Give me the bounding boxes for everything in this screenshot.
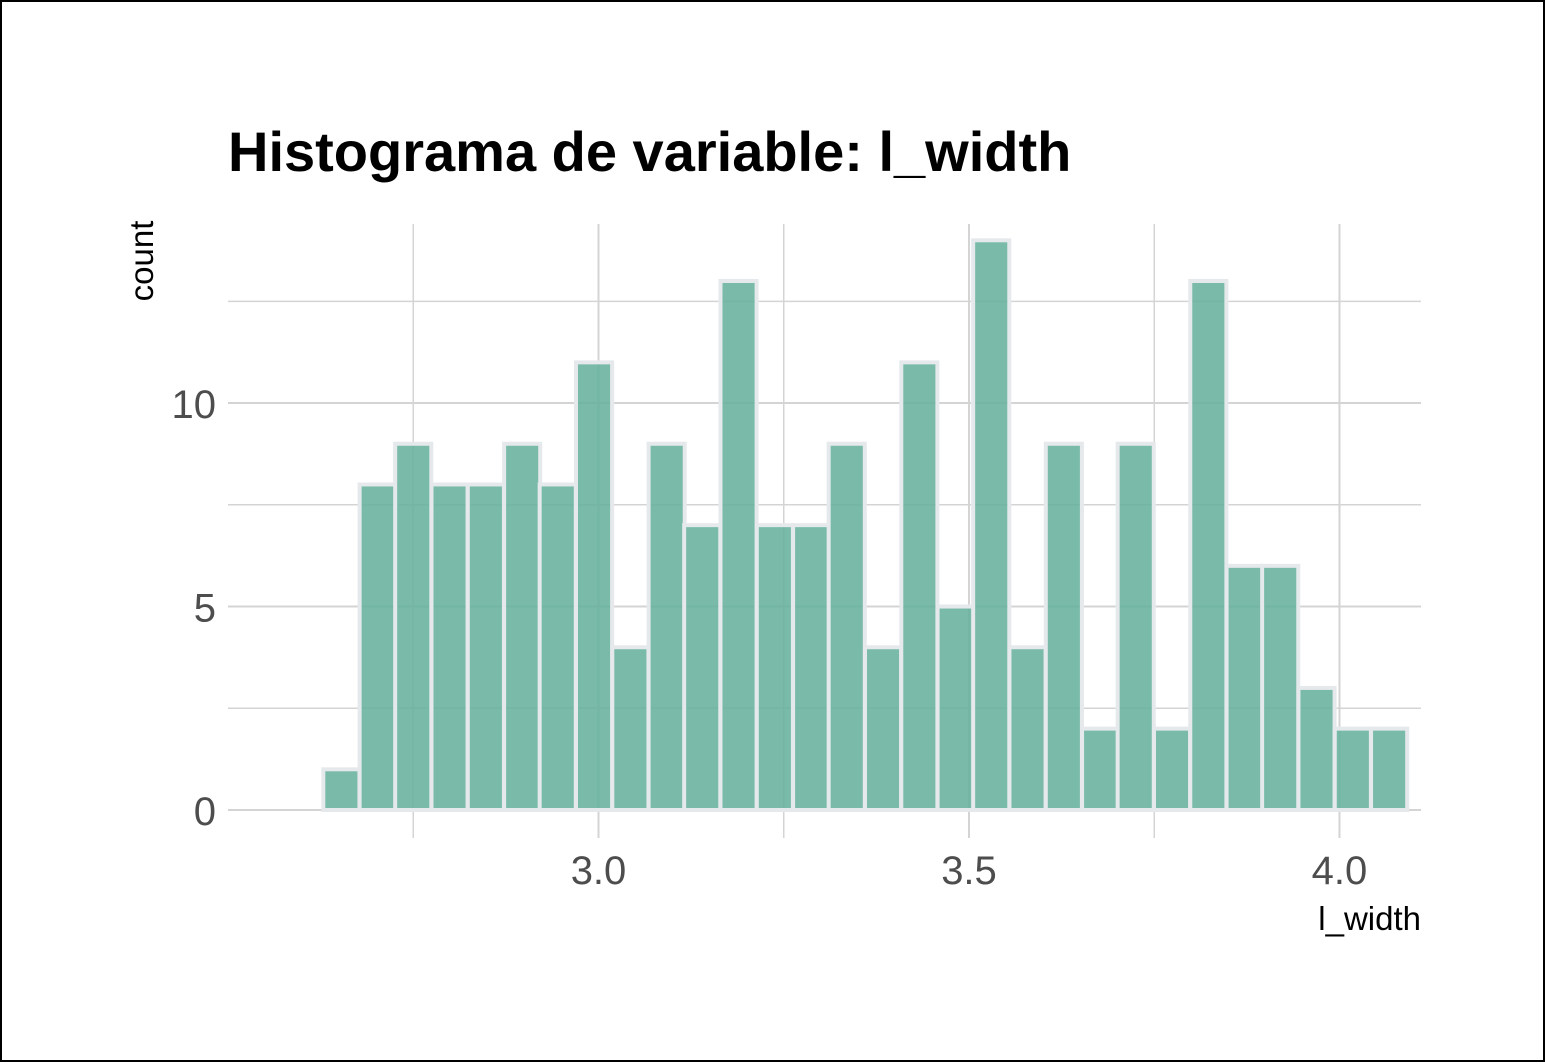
histogram-bar-25 <box>1188 278 1229 812</box>
histogram-bar-9 <box>610 645 651 812</box>
y-axis-label: count <box>123 221 160 302</box>
histogram-bar-12 <box>718 278 759 812</box>
y-tick-label: 0 <box>194 790 216 834</box>
histogram-bar-6 <box>502 441 543 812</box>
histogram-bar-29 <box>1332 726 1373 812</box>
histogram-bar-10 <box>646 441 687 812</box>
histogram-bar-22 <box>1080 726 1121 812</box>
histogram-bar-26 <box>1224 563 1265 812</box>
histogram-bar-19 <box>971 238 1012 812</box>
histogram-bar-5 <box>465 482 506 812</box>
histogram-bar-21 <box>1043 441 1084 812</box>
x-tick-label: 3.5 <box>941 849 997 893</box>
y-tick-label: 5 <box>194 587 216 631</box>
x-axis-label: l_width <box>1318 900 1421 937</box>
histogram-bar-27 <box>1260 563 1301 812</box>
histogram-bar-2 <box>357 482 398 812</box>
chart-title: Histograma de variable: l_width <box>228 120 1071 183</box>
y-tick-label: 10 <box>172 383 217 427</box>
x-tick-label: 4.0 <box>1312 849 1368 893</box>
x-tick-label: 3.0 <box>571 849 627 893</box>
histogram-bar-20 <box>1007 645 1048 812</box>
histogram-bar-15 <box>826 441 867 812</box>
histogram-bar-16 <box>862 645 904 812</box>
bar-layer <box>321 238 1410 813</box>
histogram-bar-1 <box>321 767 362 812</box>
histogram-bar-17 <box>899 360 940 812</box>
histogram-bar-11 <box>682 523 723 813</box>
histogram-bar-4 <box>429 482 470 812</box>
histogram-bar-3 <box>393 441 434 812</box>
histogram-bar-24 <box>1151 726 1193 812</box>
histogram-bar-30 <box>1369 726 1410 812</box>
histogram-bar-14 <box>791 523 832 813</box>
histogram-bar-7 <box>537 482 578 812</box>
histogram-bar-8 <box>573 360 615 812</box>
histogram-bar-28 <box>1296 685 1337 813</box>
tick-layer: 0 5 10 3.0 3.5 4.0 <box>172 383 1368 893</box>
histogram-bar-23 <box>1115 441 1156 812</box>
histogram-bar-13 <box>754 523 795 813</box>
histogram-bar-18 <box>935 604 976 812</box>
